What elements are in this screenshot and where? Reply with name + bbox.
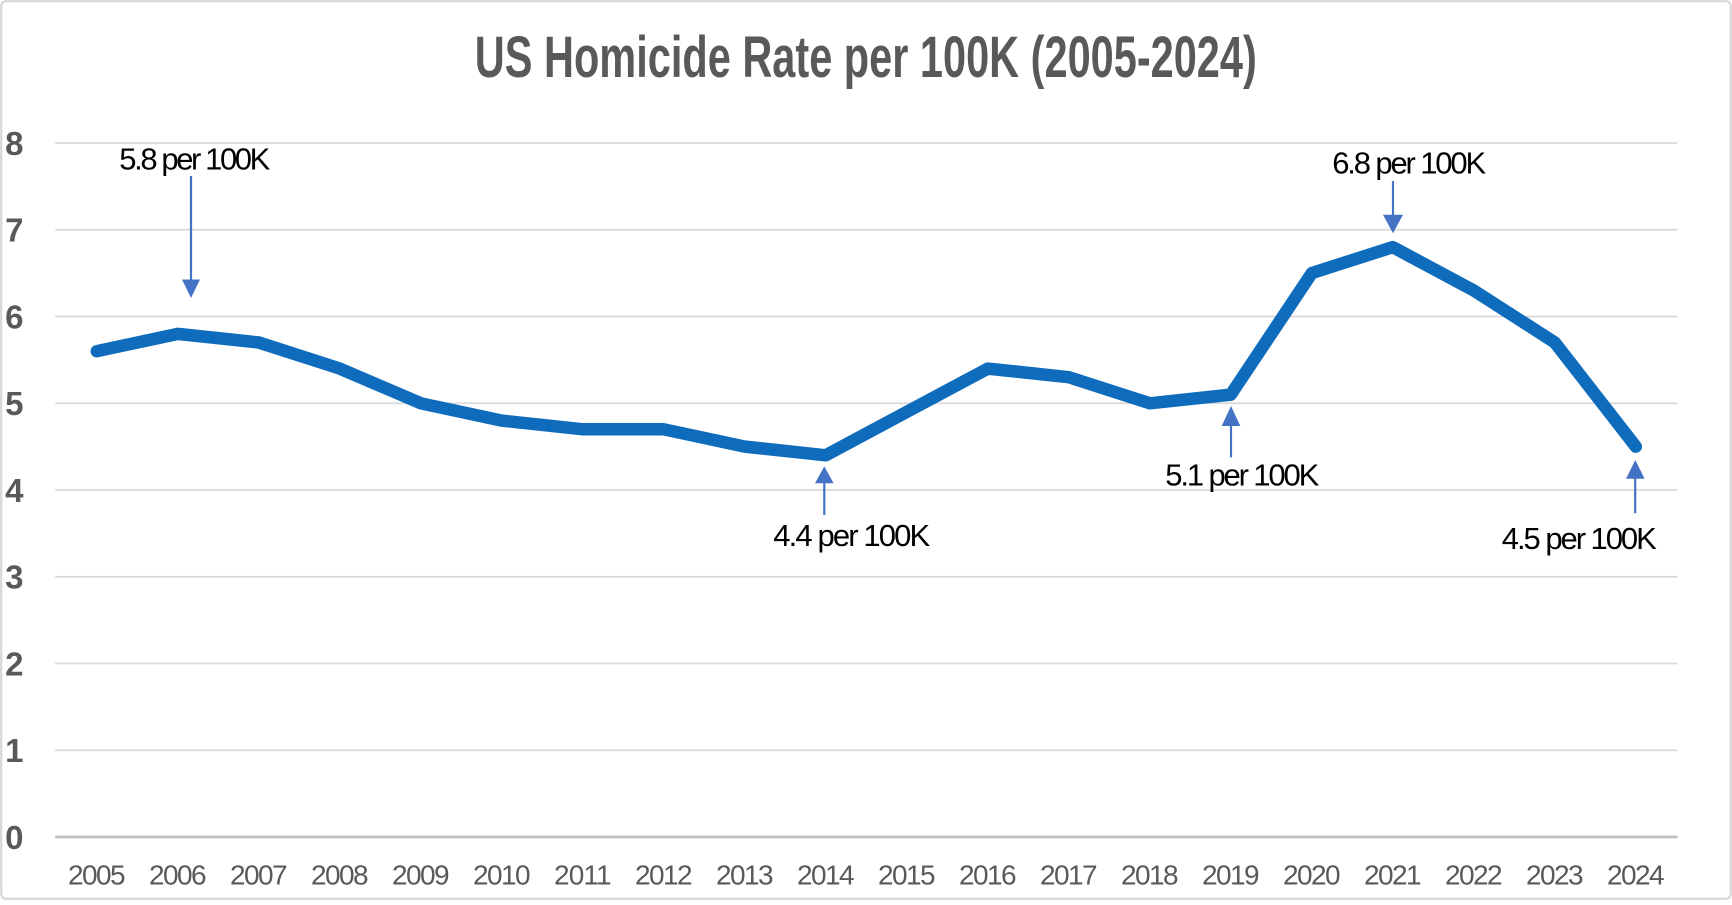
svg-text:2005: 2005 — [68, 860, 126, 891]
svg-text:2013: 2013 — [716, 860, 774, 891]
svg-text:2014: 2014 — [797, 860, 855, 891]
svg-text:2019: 2019 — [1202, 860, 1260, 891]
svg-text:4: 4 — [5, 472, 24, 509]
svg-text:2023: 2023 — [1526, 860, 1584, 891]
svg-text:2015: 2015 — [878, 860, 936, 891]
svg-text:2008: 2008 — [311, 860, 369, 891]
svg-text:2: 2 — [5, 645, 23, 682]
svg-text:3: 3 — [5, 559, 23, 596]
svg-text:2024: 2024 — [1607, 860, 1665, 891]
svg-text:0: 0 — [5, 819, 23, 856]
svg-text:8: 8 — [5, 125, 23, 162]
svg-text:2017: 2017 — [1040, 860, 1098, 891]
svg-text:6.8 per 100K: 6.8 per 100K — [1332, 146, 1486, 181]
svg-text:2011: 2011 — [554, 860, 612, 891]
svg-text:2022: 2022 — [1445, 860, 1503, 891]
svg-text:4.5 per 100K: 4.5 per 100K — [1502, 521, 1657, 556]
svg-text:2010: 2010 — [473, 860, 531, 891]
svg-text:US Homicide Rate per 100K (200: US Homicide Rate per 100K (2005-2024) — [475, 25, 1257, 90]
svg-text:2021: 2021 — [1364, 860, 1422, 891]
svg-text:5.8 per 100K: 5.8 per 100K — [119, 142, 270, 177]
svg-text:6: 6 — [5, 298, 23, 335]
svg-text:2012: 2012 — [635, 860, 693, 891]
svg-text:2006: 2006 — [149, 860, 207, 891]
svg-text:2018: 2018 — [1121, 860, 1179, 891]
svg-text:4.4 per 100K: 4.4 per 100K — [773, 518, 930, 553]
svg-text:2007: 2007 — [230, 860, 288, 891]
svg-text:2016: 2016 — [959, 860, 1017, 891]
svg-text:2009: 2009 — [392, 860, 450, 891]
svg-text:1: 1 — [5, 732, 23, 769]
svg-text:5: 5 — [5, 385, 23, 422]
svg-text:2020: 2020 — [1283, 860, 1341, 891]
svg-text:5.1 per 100K: 5.1 per 100K — [1165, 458, 1319, 493]
svg-text:7: 7 — [5, 212, 23, 249]
